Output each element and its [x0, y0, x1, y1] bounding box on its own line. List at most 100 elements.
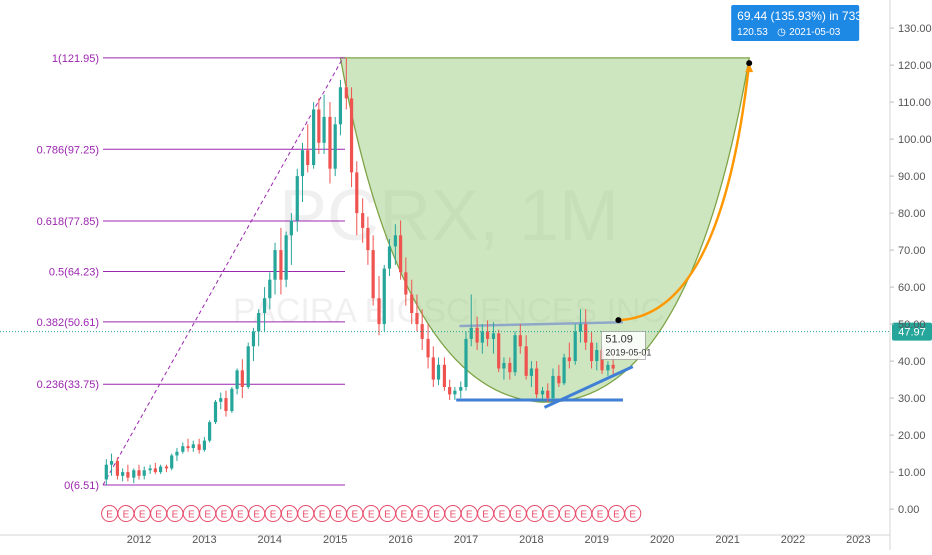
earnings-marker-label: E — [302, 510, 309, 521]
price-line-layer: 47.97 — [0, 322, 932, 341]
earnings-marker-label: E — [499, 510, 506, 521]
candle-down — [137, 470, 141, 476]
candle-up — [235, 370, 239, 389]
earnings-marker-label: E — [368, 510, 375, 521]
candle-up — [300, 150, 305, 177]
candle-up — [109, 461, 114, 465]
candle-down — [371, 250, 375, 299]
candle-up — [262, 298, 267, 313]
candle-up — [513, 335, 517, 373]
candle-down — [611, 364, 615, 369]
earnings-marker-label: E — [155, 510, 162, 521]
fib-level-label: 0.236(33.75) — [37, 379, 99, 391]
candle-down — [126, 472, 130, 478]
candle-up — [459, 387, 463, 391]
candle-down — [475, 327, 479, 343]
x-tick-label: 2018 — [519, 534, 543, 546]
candle-up — [213, 401, 218, 423]
fib-trend-line — [102, 57, 344, 486]
candle-up — [257, 313, 261, 332]
earnings-marker-label: E — [564, 510, 571, 521]
fib-level-label: 0.5(64.23) — [49, 266, 99, 278]
x-tick-label: 2012 — [127, 534, 151, 546]
earnings-marker-label: E — [286, 510, 293, 521]
y-tick-label: 10.00 — [898, 467, 926, 479]
candle-down — [197, 444, 201, 450]
candle-up — [104, 464, 108, 480]
candle-up — [219, 398, 223, 402]
candle-up — [573, 331, 577, 362]
projection-end-point — [746, 60, 753, 67]
candle-up — [562, 357, 566, 384]
candle-up — [595, 350, 599, 362]
rising-trendline — [543, 365, 634, 409]
candle-down — [349, 98, 354, 173]
earnings-marker-label: E — [548, 510, 555, 521]
y-tick-label: 0.00 — [898, 504, 919, 516]
candle-up — [181, 446, 185, 452]
candle-up — [480, 331, 484, 343]
candle-up — [464, 338, 468, 387]
cup-layer — [339, 57, 750, 403]
x-tick-label: 2023 — [846, 534, 870, 546]
candle-down — [399, 235, 403, 273]
candle-down — [328, 116, 332, 169]
candle-down — [361, 213, 365, 228]
projection-badge-price: 120.53 — [737, 27, 768, 38]
projection-layer: 51.09 2019-05-01 69.44 (135.93%) in 733d 12… — [601, 5, 869, 360]
candle-down — [410, 294, 414, 313]
projection-badge — [731, 5, 860, 41]
candle-up — [121, 472, 125, 476]
fib-level-label: 1(121.95) — [52, 53, 99, 65]
x-tick-label: 2019 — [585, 534, 609, 546]
x-tick-label: 2014 — [258, 534, 282, 546]
fib-level-label: 0.618(77.85) — [37, 216, 99, 228]
earnings-marker — [624, 505, 642, 523]
earnings-marker-label: E — [384, 510, 391, 521]
cup-label-box — [601, 331, 646, 360]
candle-up — [230, 388, 234, 412]
candle-up — [170, 455, 174, 469]
earnings-marker-label: E — [531, 510, 538, 521]
candle-up — [312, 109, 316, 165]
candle-up — [246, 346, 250, 387]
earnings-marker-label: E — [401, 510, 408, 521]
candle-down — [377, 298, 381, 325]
earnings-marker-label: E — [417, 510, 424, 521]
candle-up — [491, 333, 496, 339]
candle-down — [420, 324, 424, 339]
earnings-marker-label: E — [106, 510, 113, 521]
candle-down — [567, 357, 571, 362]
y-tick-label: 130.00 — [898, 23, 932, 35]
candle-up — [148, 468, 152, 471]
candle-up — [393, 235, 397, 247]
earnings-marker-label: E — [580, 510, 587, 521]
earnings-marker-label: E — [221, 510, 228, 521]
y-tick-label: 90.00 — [898, 171, 926, 183]
y-tick-label: 20.00 — [898, 430, 926, 442]
earnings-marker-label: E — [237, 510, 244, 521]
x-tick-label: 2013 — [192, 534, 216, 546]
earnings-marker-label: E — [597, 510, 604, 521]
candle-up — [142, 470, 146, 476]
y-tick-label: 110.00 — [898, 97, 931, 109]
candle-up — [295, 176, 299, 221]
candle-down — [508, 362, 512, 373]
y-tick-label: 60.00 — [898, 282, 926, 294]
projection-badge-clock-icon: ◷ — [777, 27, 786, 38]
candle-down — [240, 370, 244, 387]
candle-down — [355, 172, 359, 214]
x-tick-label: 2017 — [454, 534, 478, 546]
cup-label-price: 51.09 — [605, 334, 633, 346]
candle-down — [153, 468, 157, 473]
candle-up — [268, 279, 272, 299]
y-tick-label: 70.00 — [898, 245, 926, 257]
candle-down — [366, 227, 370, 251]
earnings-marker-label: E — [450, 510, 457, 521]
earnings-marker-label: E — [629, 510, 636, 521]
y-axis: 0.00 10.00 20.00 30.00 40.00 50.00 60.00 70.00 8… — [889, 0, 932, 550]
fib-level-label: 0(6.51) — [64, 480, 99, 492]
x-tick-label: 2020 — [650, 534, 674, 546]
